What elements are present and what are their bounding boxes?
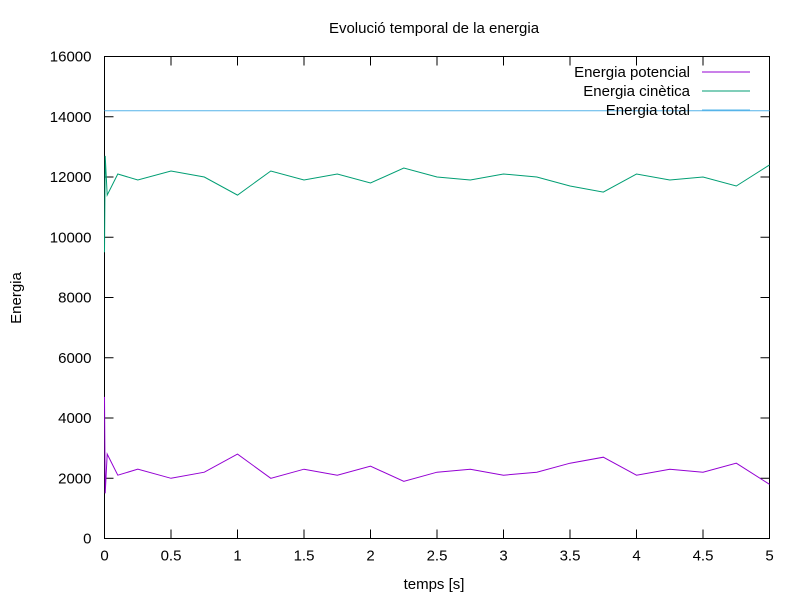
- series-line-1: [104, 396, 770, 494]
- y-tick-label: 10000: [50, 229, 92, 246]
- x-tick-label: 2: [366, 548, 374, 565]
- x-tick-label: 0: [100, 548, 108, 565]
- y-axis: 0 2000 4000 6000 8000 10000 12000 14000 16000: [50, 49, 770, 548]
- x-axis: 0 0.5 1 1.5 2 2.5 3 3.5 4 4.5 5: [100, 56, 774, 565]
- y-tick-label: 8000: [58, 290, 91, 307]
- y-tick-label: 6000: [58, 350, 91, 367]
- y-tick-label: 12000: [50, 169, 92, 186]
- x-tick-label: 1: [233, 548, 241, 565]
- plot-frame: [104, 56, 770, 539]
- y-tick-label: 16000: [50, 49, 92, 66]
- x-tick-label: 1.5: [294, 548, 315, 565]
- x-tick-label: 4: [632, 548, 640, 565]
- y-tick-label: 0: [83, 531, 91, 548]
- series-line-2: [104, 155, 770, 253]
- y-tick-label: 4000: [58, 410, 91, 427]
- x-tick-label: 4.5: [693, 548, 714, 565]
- y-tick-label: 14000: [50, 109, 92, 126]
- y-axis-label: Energia: [8, 271, 25, 323]
- y-tick-label: 2000: [58, 470, 91, 487]
- legend-label: Energia potencial: [574, 64, 690, 81]
- x-tick-label: 5: [765, 548, 773, 565]
- x-tick-label: 3: [499, 548, 507, 565]
- chart-title: Evolució temporal de la energia: [329, 20, 540, 37]
- series-layer: [104, 110, 770, 494]
- x-tick-label: 2.5: [427, 548, 448, 565]
- legend-label: Energia total: [606, 102, 690, 119]
- x-tick-label: 0.5: [161, 548, 182, 565]
- legend: Energia potencial Energia cinètica Energia…: [574, 64, 750, 119]
- x-tick-label: 3.5: [560, 548, 581, 565]
- x-axis-label: temps [s]: [404, 576, 465, 593]
- legend-label: Energia cinètica: [583, 83, 690, 100]
